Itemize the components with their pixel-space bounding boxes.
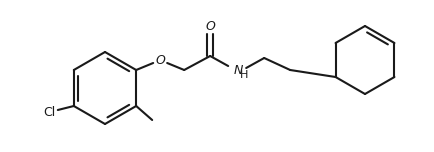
Text: Cl: Cl: [44, 107, 56, 119]
Text: O: O: [155, 54, 165, 67]
Text: H: H: [240, 70, 248, 80]
Text: O: O: [205, 19, 215, 33]
Text: N: N: [233, 64, 243, 76]
